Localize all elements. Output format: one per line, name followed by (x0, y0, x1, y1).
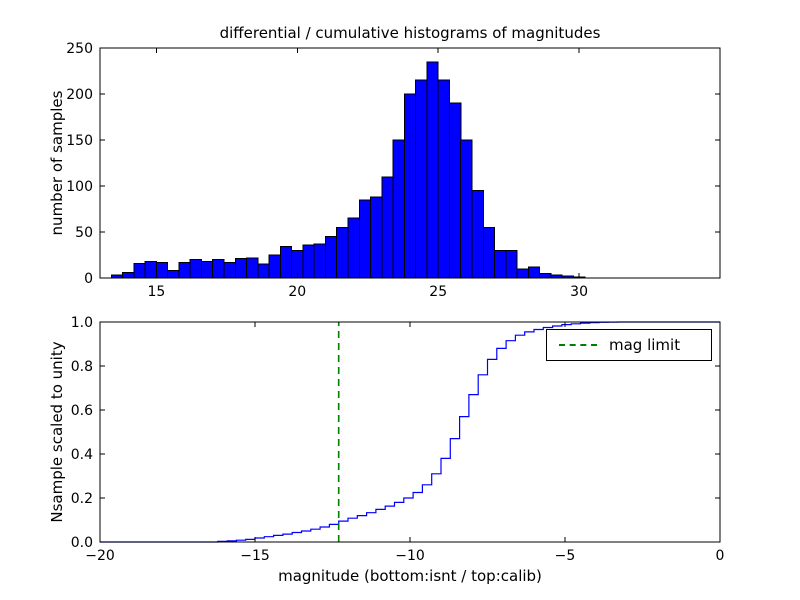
ticks (99, 321, 721, 543)
histogram-bar (257, 263, 270, 279)
histogram-bar (449, 102, 462, 279)
histogram-bar (437, 79, 451, 279)
x-tick-label: −10 (395, 548, 425, 564)
x-tick-label: 25 (429, 284, 447, 300)
y-tick-label: 0 (84, 271, 93, 287)
histogram-bar (403, 93, 417, 279)
histogram-bar (358, 199, 372, 279)
chart-title: differential / cumulative histograms of … (219, 24, 601, 42)
histogram-bar (246, 257, 259, 279)
bottom-y-axis-label: Nsample scaled to unity (48, 341, 66, 523)
y-tick-label: 0.0 (71, 535, 93, 551)
x-tick-label: −5 (555, 548, 576, 564)
histogram-bar (426, 61, 439, 279)
histogram-bar (155, 261, 169, 279)
histogram-bar (223, 261, 236, 279)
x-tick-label: 30 (570, 284, 588, 300)
legend-label: mag limit (609, 336, 681, 354)
histogram-bar (482, 226, 496, 279)
y-tick-label: 0.4 (71, 447, 93, 463)
ticks (100, 47, 720, 279)
histogram-bar (471, 190, 484, 279)
histogram-bar (234, 258, 248, 279)
x-axis-label: magnitude (bottom:isnt / top:calib) (278, 567, 542, 585)
histogram-bar (189, 259, 202, 279)
histogram-bar (381, 176, 394, 279)
x-tick-label: 0 (716, 548, 725, 564)
histogram-bars (110, 61, 586, 279)
differential-histogram-subplot: 15 20 25 30 0 50 100 150 200 250 (66, 41, 721, 300)
histogram-bar (460, 139, 473, 279)
histogram-bar (336, 226, 349, 279)
histogram-bar (494, 249, 507, 279)
histogram-bar (268, 254, 281, 279)
histogram-bar (201, 260, 214, 279)
cumulative-histogram-subplot: −20 −15 −10 −5 0 0.0 0.2 0.4 0.6 0.8 1.0 (71, 315, 725, 564)
y-tick-label: 250 (66, 41, 93, 57)
histogram-bar (370, 196, 383, 279)
y-tick-label: 1.0 (71, 315, 93, 331)
histogram-bar (313, 243, 327, 279)
histogram-bar (167, 270, 180, 279)
histogram-bar (178, 261, 191, 279)
axes-frame (99, 47, 721, 279)
histogram-bar (302, 244, 315, 279)
y-tick-label: 200 (66, 87, 93, 103)
histogram-bar (279, 246, 293, 279)
histogram-bar (505, 249, 518, 279)
histogram-bar (539, 272, 552, 279)
cumulative-step-line (100, 321, 720, 543)
histogram-bar (527, 266, 541, 279)
y-tick-label: 50 (75, 225, 93, 241)
histogram-bar (415, 79, 428, 279)
histogram-bar (144, 260, 157, 279)
x-tick-label: −20 (85, 548, 115, 564)
top-y-axis-label: number of samples (48, 90, 66, 236)
x-tick-label: −15 (240, 548, 270, 564)
y-tick-label: 0.2 (71, 491, 93, 507)
histogram-bar (325, 236, 338, 279)
x-tick-label: 20 (288, 284, 306, 300)
y-tick-label: 0.6 (71, 403, 93, 419)
histogram-bar (516, 268, 529, 279)
legend-dashed-line-icon (559, 344, 597, 346)
y-tick-label: 100 (66, 179, 93, 195)
histogram-bar (347, 217, 360, 279)
histogram-bar (212, 259, 225, 279)
histogram-bar (133, 262, 146, 279)
histogram-bar (392, 139, 405, 279)
legend: mag limit (546, 329, 712, 361)
y-tick-label: 150 (66, 133, 93, 149)
y-tick-label: 0.8 (71, 359, 93, 375)
x-tick-label: 15 (147, 284, 165, 300)
histogram-bar (122, 272, 135, 279)
